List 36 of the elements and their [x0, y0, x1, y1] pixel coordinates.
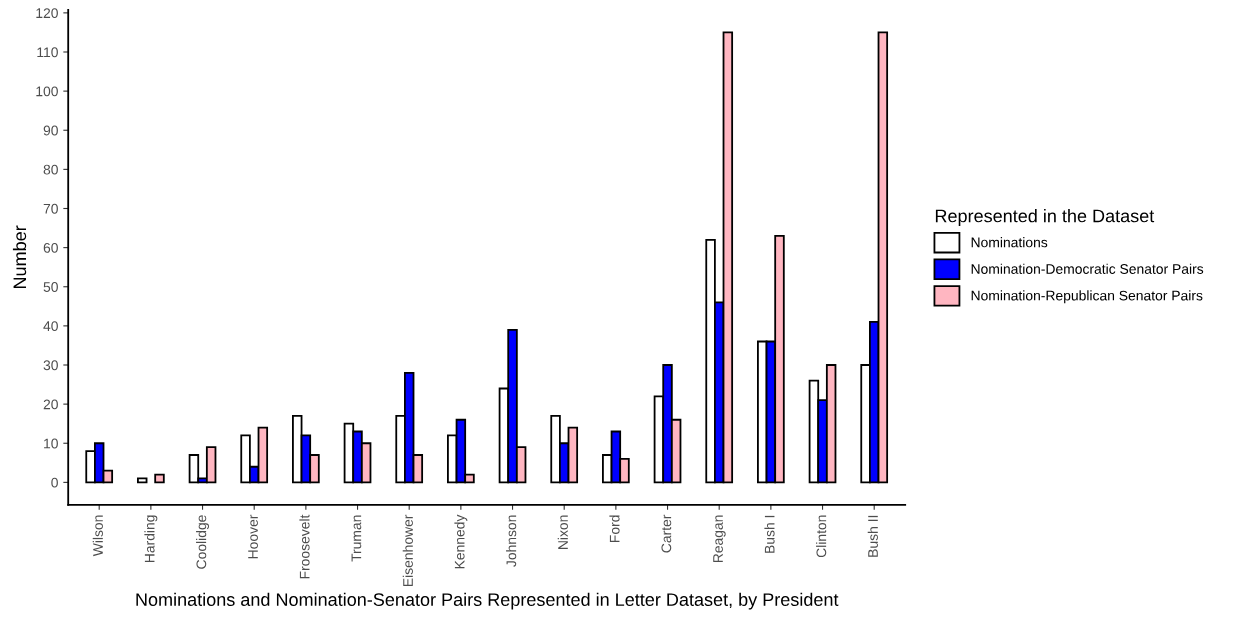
x-tick-label: Ford — [609, 515, 620, 543]
legend-label: Nominations — [971, 237, 1048, 248]
y-tick-label: 50 — [43, 282, 58, 292]
x-tick-label: Bush II — [867, 515, 878, 557]
y-tick-label: 70 — [43, 203, 58, 214]
y-tick-label: 10 — [44, 438, 58, 449]
x-tick-label: Truman — [351, 515, 362, 562]
x-tick-label: Bush I — [764, 515, 775, 553]
legend-label: Nomination-Republican Senator Pairs — [971, 290, 1203, 304]
x-tick-label: Hoover — [248, 514, 258, 559]
y-tick-label: 110 — [37, 47, 58, 58]
y-tick-label: 60 — [43, 242, 58, 253]
x-tick-label: Clinton — [816, 515, 827, 558]
y-tick-label: 90 — [43, 125, 58, 136]
legend-label: Nomination-Democratic Senator Pairs — [971, 263, 1204, 274]
x-tick-label: Carter — [661, 514, 672, 553]
x-tick-label: Wilson — [92, 515, 103, 557]
x-tick-label: Reagan — [713, 515, 726, 563]
x-tick-label: Froosevelt — [299, 514, 310, 579]
y-tick-label: 40 — [43, 321, 58, 332]
y-axis-title: Number — [12, 225, 27, 289]
y-tick-label: 100 — [36, 86, 58, 97]
y-tick-label: 30 — [43, 360, 58, 371]
x-tick-label: Johnson — [506, 515, 517, 567]
x-tick-label: Eisenhower — [402, 514, 413, 587]
y-tick-label: 120 — [36, 8, 58, 19]
x-axis-title: Nominations and Nomination-Senator Pairs Represented in Letter Dataset, by President — [136, 592, 839, 610]
x-tick-label: Coolidge — [196, 515, 210, 569]
y-tick-label: 0 — [51, 477, 58, 488]
y-tick-label: 80 — [43, 164, 58, 175]
x-tick-label: Harding — [144, 515, 158, 563]
x-tick-label: Kennedy — [454, 514, 468, 569]
y-tick-label: 20 — [43, 399, 58, 410]
bar — [154, 473, 165, 484]
x-tick-label: Nixon — [557, 515, 568, 549]
legend-title: Represented in the Dataset — [935, 209, 1155, 226]
